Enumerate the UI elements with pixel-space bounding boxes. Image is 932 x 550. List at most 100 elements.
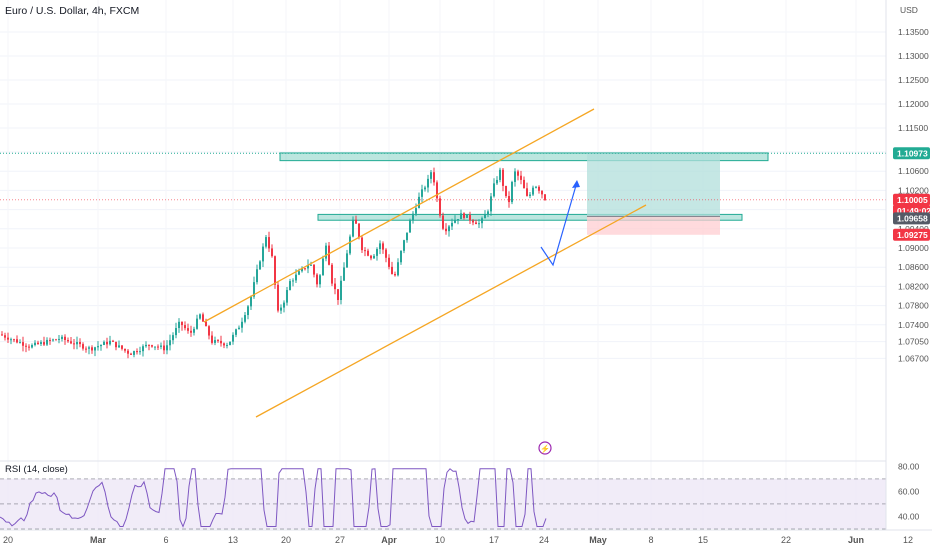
candle-body [226,345,228,347]
candle-body [208,326,210,336]
candle-body [541,190,543,195]
candle-body [283,302,285,308]
candle-body [217,340,219,342]
candle-body [133,351,135,355]
price-axis[interactable]: USD 1.13500 1.13000 1.12500 1.12000 1.11500 1.… [885,0,929,530]
candle-body [433,172,435,183]
candle-body [292,280,294,282]
candle-body [31,345,33,348]
candle-body [385,249,387,258]
candle-body [199,314,201,319]
resistance-zone [279,152,769,162]
candle-body [322,258,324,276]
candle-body [79,341,81,345]
candle-body [304,268,306,270]
candle-body [472,220,474,223]
candle-body [94,347,96,351]
candle-body [361,237,363,251]
candle-body [406,232,408,241]
candle-body [313,264,315,275]
candle-body [523,179,525,189]
rsi-tick-label: 60.00 [898,486,920,496]
channel-lower-line [255,204,647,418]
candle-body [109,340,111,345]
candle-body [460,213,462,220]
candle-body [115,341,117,348]
time-tick-label: 20 [3,535,13,545]
candle-body [19,342,21,344]
candle-body [415,208,417,214]
candle-body [397,262,399,276]
candle-body [55,339,57,341]
price-label-countdown: 01:49:02 [897,206,931,216]
candle-body [100,344,102,347]
candle-body [478,223,480,225]
candle-body [421,189,423,197]
candle-body [154,346,156,348]
candle-body [106,341,108,345]
candle-body [172,335,174,341]
candle-body [235,329,237,335]
time-tick-label: 12 [903,535,913,545]
candle-body [223,343,225,346]
candle-body [418,196,420,209]
time-tick-label: May [589,535,607,545]
candle-body [412,213,414,221]
time-tick-label: 15 [698,535,708,545]
candle-body [85,348,87,350]
price-tick-label: 1.07800 [898,301,929,311]
candle-body [214,340,216,343]
candle-body [532,187,534,195]
candle-body [82,344,84,349]
candle-body [331,264,333,284]
price-tick-label: 1.12500 [898,75,929,85]
long-position-profit-area [587,153,720,217]
candle-body [505,185,507,197]
price-tick-label: 1.06700 [898,353,929,363]
candle-body [487,211,489,215]
rsi-indicator-label: RSI (14, close) [5,464,68,475]
candle-body [244,315,246,322]
candle-body [46,339,48,345]
candle-body [7,337,9,340]
candle-body [544,194,546,200]
candle-body [88,347,90,349]
time-tick-label: Mar [90,535,107,545]
candle-body [241,321,243,328]
candle-body [286,290,288,303]
candle-body [517,171,519,176]
chart-extras: ⚡ [538,441,552,455]
candle-body [295,274,297,281]
candle-body [238,327,240,330]
candle-body [328,245,330,265]
trendlines-layer[interactable] [203,108,647,418]
candle-body [520,175,522,180]
time-tick-label: 22 [781,535,791,545]
candle-body [358,223,360,238]
candle-body [124,348,126,351]
price-tick-label: 1.07400 [898,320,929,330]
candle-body [64,336,66,341]
candle-body [4,335,6,338]
channel-upper-line [203,108,595,323]
candle-body [502,169,504,186]
candle-body [166,345,168,351]
candle-body [499,169,501,180]
candle-body [349,236,351,254]
candles-layer [1,167,546,359]
candle-body [445,228,447,232]
price-label-stop-bg [893,228,930,241]
time-axis[interactable]: 20 Mar 6 13 20 27 Apr 10 17 24 May 8 15 22 Jun 12 [0,529,932,545]
candle-body [346,253,348,268]
zones-layer[interactable] [0,152,886,235]
candle-body [163,345,165,351]
price-axis-unit: USD [900,5,918,15]
candle-body [319,275,321,285]
candle-body [160,345,162,347]
candle-body [28,346,30,348]
candle-body [457,219,459,221]
rsi-tick-label: 80.00 [898,461,920,471]
candle-body [535,186,537,188]
candle-body [508,196,510,203]
